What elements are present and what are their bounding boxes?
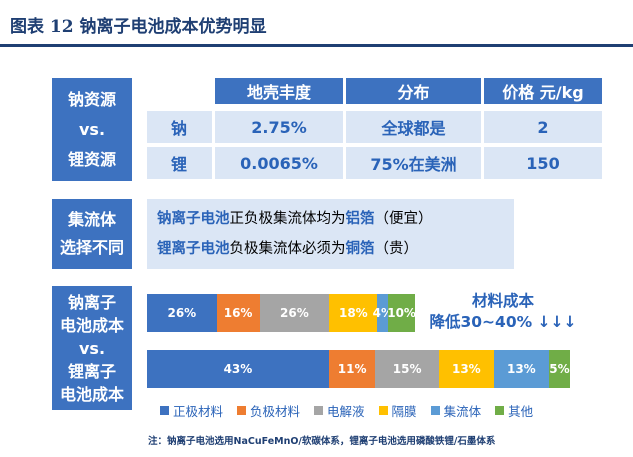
chart-title: 图表 12 钠离子电池成本优势明显 <box>10 17 267 37</box>
resource-label-line: 钠资源 <box>67 89 116 109</box>
bar-segment: 15% <box>375 350 439 388</box>
cost-label-box: 钠离子 电池成本 vs. 锂离子 电池成本 <box>52 286 132 410</box>
bar-segment: 10% <box>387 294 416 332</box>
table-header-abundance: 地壳丰度 <box>215 78 343 104</box>
table-header-price: 价格 元/kg <box>484 78 602 104</box>
legend-label: 负极材料 <box>250 404 301 419</box>
legend-item: 隔膜 <box>378 401 417 420</box>
element-cell: 钠 <box>170 119 187 138</box>
bar-segment: 16% <box>216 294 260 332</box>
bar-segment: 26% <box>147 294 217 332</box>
sodium-collector-line: 钠离子电池正负极集流体均为铝箔（便宜） <box>157 204 514 234</box>
table-header-distribution: 分布 <box>346 78 481 104</box>
data-label: 5% <box>549 362 570 376</box>
cost-reduction-callout: 材料成本 降低30~40% ↓↓↓ <box>428 291 578 333</box>
cost-label-line: 电池成本 <box>59 384 124 404</box>
data-label: 26% <box>167 306 197 320</box>
collector-label-line: 选择不同 <box>59 238 124 257</box>
resource-label-line: vs. <box>78 119 106 139</box>
data-label: 26% <box>280 306 309 320</box>
data-label: 13% <box>451 362 481 376</box>
legend-label: 正极材料 <box>173 404 224 419</box>
data-label: 15% <box>392 362 422 376</box>
data-label: 18% <box>338 306 368 320</box>
element-cell: 锂 <box>170 155 187 174</box>
legend-swatch <box>495 406 505 415</box>
cost-label-line: vs. <box>78 338 106 358</box>
cost-callout-line: 降低30~40% ↓↓↓ <box>429 313 577 331</box>
legend-swatch <box>160 406 169 415</box>
bar-segment: 11% <box>328 350 376 388</box>
data-label: 43% <box>223 362 253 376</box>
bar-segment: 4% <box>373 294 393 332</box>
legend-label: 隔膜 <box>391 404 417 419</box>
collector-description: 钠离子电池正负极集流体均为铝箔（便宜） 锂离子电池负极集流体必须为铜箔（贵） <box>147 199 514 269</box>
price-cell: 150 <box>526 153 560 173</box>
copper-foil-text: 铜箔 <box>345 241 375 257</box>
legend-item: 集流体 <box>430 401 482 420</box>
cost-label-line: 钠离子 <box>67 292 116 312</box>
legend-swatch <box>314 406 324 415</box>
cost-callout-line: 材料成本 <box>471 292 534 310</box>
cost-label-line: 电池成本 <box>59 315 124 335</box>
legend-label: 其他 <box>508 404 534 419</box>
data-label: 10% <box>387 306 416 320</box>
abundance-cell: 2.75% <box>251 117 307 137</box>
legend-swatch <box>430 406 440 415</box>
data-label: 13% <box>506 362 536 376</box>
collector-text: 正负极集流体均为 <box>229 211 346 227</box>
collector-label-line: 集流体 <box>67 210 116 229</box>
data-label: 11% <box>337 362 367 376</box>
bar-segment: 5% <box>548 350 570 388</box>
abundance-cell: 0.0065% <box>240 153 318 173</box>
legend-item: 其他 <box>495 401 533 420</box>
column-divider <box>212 111 215 179</box>
collector-label-box: 集流体 选择不同 <box>52 199 132 269</box>
distribution-cell: 全球都是 <box>381 119 446 138</box>
legend-item: 正极材料 <box>160 401 223 420</box>
cost-note-text: （便宜） <box>374 211 433 227</box>
aluminum-foil-text: 铝箔 <box>345 211 375 227</box>
bar-segment: 13% <box>493 350 549 388</box>
data-label: 16% <box>223 306 253 320</box>
data-label: 4% <box>372 306 394 320</box>
legend-label: 集流体 <box>443 404 482 419</box>
table-row: 锂 0.0065% 75%在美洲 150 <box>147 147 602 179</box>
bar-segment: 43% <box>147 350 329 388</box>
price-cell: 2 <box>537 117 549 137</box>
distribution-cell: 75%在美洲 <box>370 155 457 174</box>
legend-item: 电解液 <box>314 401 365 420</box>
cost-label-line: 锂离子 <box>67 361 116 381</box>
legend-item: 负极材料 <box>237 401 300 420</box>
bar-segment: 13% <box>438 350 494 388</box>
resource-label-line: 锂资源 <box>67 149 116 169</box>
bar-segment: 26% <box>259 294 330 332</box>
footnote: 注：钠离子电池选用NaCuFeMnO/软碳体系，锂离子电池选用磷酸铁锂/石墨体系 <box>148 436 496 447</box>
title-rule <box>0 44 633 47</box>
bar-segment: 18% <box>329 294 378 332</box>
sodium-battery-text: 钠离子电池 <box>157 211 230 227</box>
legend-label: 电解液 <box>327 404 365 419</box>
lithium-collector-line: 锂离子电池负极集流体必须为铜箔（贵） <box>157 234 514 264</box>
column-divider <box>343 111 346 179</box>
legend-swatch <box>378 406 388 415</box>
table-row: 钠 2.75% 全球都是 2 <box>147 111 602 143</box>
resource-label-box: 钠资源 vs. 锂资源 <box>52 78 132 181</box>
lithium-battery-text: 锂离子电池 <box>157 241 230 257</box>
chart-legend: 正极材料 负极材料 电解液 隔膜 集流体 其他 <box>160 401 533 420</box>
collector-text: 负极集流体必须为 <box>229 241 346 257</box>
legend-swatch <box>237 406 247 415</box>
cost-note-text: （贵） <box>374 241 419 257</box>
column-divider <box>481 111 484 179</box>
